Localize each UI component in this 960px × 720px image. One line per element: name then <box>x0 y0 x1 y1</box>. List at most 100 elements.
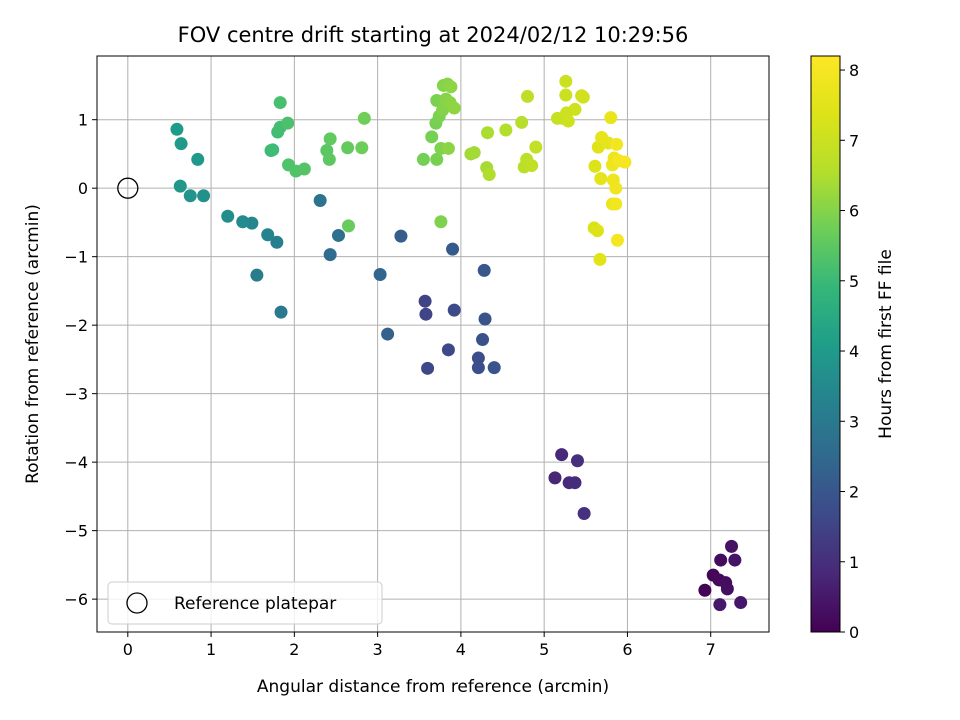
colorbar-label: Hours from first FF file <box>876 249 896 439</box>
data-point-98 <box>568 102 582 116</box>
colorbar-tick-label-2: 2 <box>849 483 859 502</box>
legend-marker-icon <box>126 592 148 614</box>
chart-title: FOV centre drift starting at 2024/02/12 … <box>178 23 689 47</box>
data-point-84 <box>482 167 496 181</box>
y-tick-label-0: −6 <box>64 590 88 609</box>
data-point-117 <box>610 233 624 247</box>
colorbar-frame <box>810 55 841 633</box>
plot-area <box>97 56 769 632</box>
data-point-55 <box>297 162 311 176</box>
data-point-78 <box>444 80 458 94</box>
legend-label: Reference platepar <box>174 594 336 614</box>
data-point-18 <box>421 361 435 375</box>
colorbar-tick-label-8: 8 <box>849 61 859 80</box>
data-point-41 <box>197 189 211 203</box>
data-point-14 <box>570 454 584 468</box>
legend: Reference platepar <box>107 581 383 625</box>
data-point-34 <box>274 305 288 319</box>
colorbar-tick-label-5: 5 <box>849 272 859 291</box>
data-point-9 <box>713 598 727 612</box>
data-point-3 <box>714 553 728 567</box>
colorbar-tick-label-3: 3 <box>849 412 859 431</box>
x-tick-label-4: 4 <box>456 640 466 659</box>
reference-marker-group <box>117 177 139 199</box>
y-tick-label-6: 0 <box>78 179 88 198</box>
x-axis-ticks: 0 1 2 3 4 5 6 7 <box>123 632 716 659</box>
data-point-36 <box>270 235 284 249</box>
data-point-20 <box>447 303 461 317</box>
data-point-70 <box>434 215 448 229</box>
data-point-95 <box>559 74 573 88</box>
data-point-39 <box>236 215 250 229</box>
data-point-83 <box>481 126 495 140</box>
data-point-28 <box>394 229 408 243</box>
data-point-60 <box>341 219 355 233</box>
x-axis-label: Angular distance from reference (arcmin) <box>257 677 609 697</box>
data-point-37 <box>261 228 275 242</box>
x-tick-label-0: 0 <box>123 640 133 659</box>
data-point-21 <box>471 351 485 365</box>
data-point-24 <box>478 312 492 326</box>
data-point-103 <box>590 224 604 238</box>
data-point-76 <box>441 141 455 155</box>
data-point-63 <box>416 152 430 166</box>
data-point-109 <box>604 111 618 125</box>
y-tick-label-7: 1 <box>78 111 88 130</box>
data-point-114 <box>609 181 623 195</box>
data-point-102 <box>588 159 602 173</box>
y-tick-label-4: −2 <box>64 316 88 335</box>
scatter-points <box>170 74 748 612</box>
data-point-97 <box>561 114 575 128</box>
colorbar <box>811 56 840 632</box>
legend-box <box>107 581 383 625</box>
data-point-29 <box>381 327 395 341</box>
x-tick-label-6: 6 <box>622 640 632 659</box>
data-point-66 <box>430 152 444 166</box>
colorbar-tick-label-6: 6 <box>849 202 859 221</box>
data-point-30 <box>373 267 387 281</box>
data-point-48 <box>266 143 280 157</box>
x-tick-label-3: 3 <box>373 640 383 659</box>
plot-frame <box>96 55 770 633</box>
data-point-85 <box>499 123 513 137</box>
data-point-46 <box>170 122 184 136</box>
data-point-51 <box>273 96 287 110</box>
data-point-79 <box>447 101 461 115</box>
data-point-105 <box>593 252 607 266</box>
data-point-6 <box>725 539 739 553</box>
data-point-52 <box>281 116 295 130</box>
y-tick-label-5: −1 <box>64 248 88 267</box>
data-point-0 <box>698 583 712 597</box>
data-point-33 <box>313 194 327 208</box>
data-point-25 <box>487 361 501 375</box>
data-point-15 <box>577 507 591 521</box>
colorbar-tick-label-0: 0 <box>849 623 859 642</box>
x-tick-label-2: 2 <box>289 640 299 659</box>
data-point-10 <box>548 471 562 485</box>
data-point-81 <box>467 146 481 160</box>
data-point-45 <box>174 137 188 151</box>
data-point-62 <box>357 111 371 125</box>
data-point-64 <box>425 130 439 144</box>
data-point-17 <box>419 307 433 321</box>
y-tick-label-1: −5 <box>64 522 88 541</box>
x-tick-label-1: 1 <box>206 640 216 659</box>
y-axis-label: Rotation from reference (arcmin) <box>23 204 43 484</box>
data-point-115 <box>609 197 623 211</box>
data-point-16 <box>418 294 432 308</box>
data-point-58 <box>323 132 337 146</box>
data-point-23 <box>476 333 490 347</box>
y-tick-label-2: −4 <box>64 453 88 472</box>
data-point-11 <box>555 448 569 462</box>
x-tick-label-7: 7 <box>706 640 716 659</box>
data-point-27 <box>446 242 460 256</box>
data-point-8 <box>734 596 748 610</box>
data-point-31 <box>323 248 337 262</box>
data-point-7 <box>728 553 742 567</box>
data-point-19 <box>441 343 455 357</box>
data-point-43 <box>173 179 187 193</box>
data-point-94 <box>559 88 573 102</box>
data-point-13 <box>568 476 582 490</box>
data-point-119 <box>618 155 632 169</box>
y-tick-label-3: −3 <box>64 385 88 404</box>
